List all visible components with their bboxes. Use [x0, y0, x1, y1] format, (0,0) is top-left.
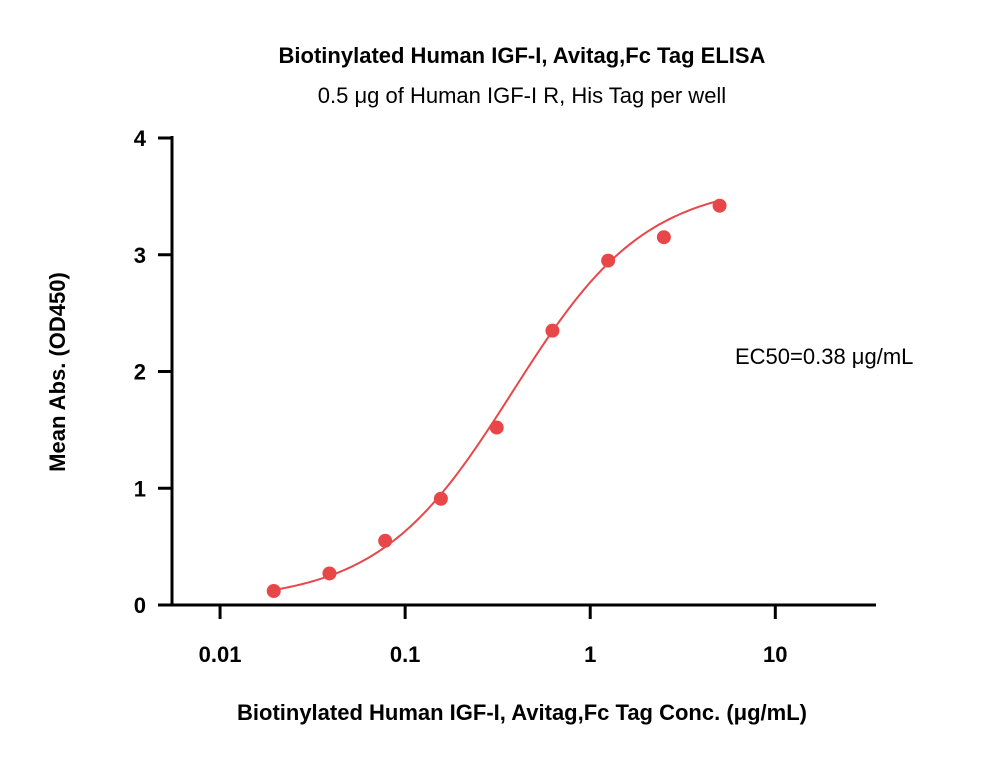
- data-point: [712, 198, 727, 213]
- data-point: [489, 420, 504, 435]
- y-axis-label: Mean Abs. (OD450): [45, 272, 70, 472]
- x-tick-label: 0.01: [199, 642, 242, 667]
- data-point: [656, 230, 671, 245]
- data-point: [378, 533, 393, 548]
- data-point: [322, 566, 337, 581]
- y-tick-label: 1: [134, 476, 146, 501]
- fit-curve: [273, 199, 720, 591]
- ec50-annotation: EC50=0.38 μg/mL: [735, 344, 913, 369]
- data-points: [266, 198, 727, 598]
- data-point: [601, 253, 616, 268]
- y-tick-label: 0: [134, 593, 146, 618]
- chart-title: Biotinylated Human IGF-I, Avitag,Fc Tag …: [279, 43, 766, 68]
- x-tick-label: 1: [584, 642, 596, 667]
- data-point: [545, 323, 560, 338]
- x-axis-label: Biotinylated Human IGF-I, Avitag,Fc Tag …: [237, 700, 807, 725]
- x-axis: 0.01 0.1 1 10: [170, 603, 876, 667]
- y-axis: 0 1 2 3 4: [134, 126, 174, 618]
- y-tick-label: 2: [134, 360, 146, 385]
- chart-subtitle: 0.5 μg of Human IGF-I R, His Tag per wel…: [318, 83, 726, 108]
- y-tick-label: 3: [134, 243, 146, 268]
- y-tick-label: 4: [134, 126, 147, 151]
- x-tick-label: 0.1: [390, 642, 421, 667]
- x-tick-label: 10: [763, 642, 787, 667]
- data-point: [266, 583, 281, 598]
- data-point: [433, 491, 448, 506]
